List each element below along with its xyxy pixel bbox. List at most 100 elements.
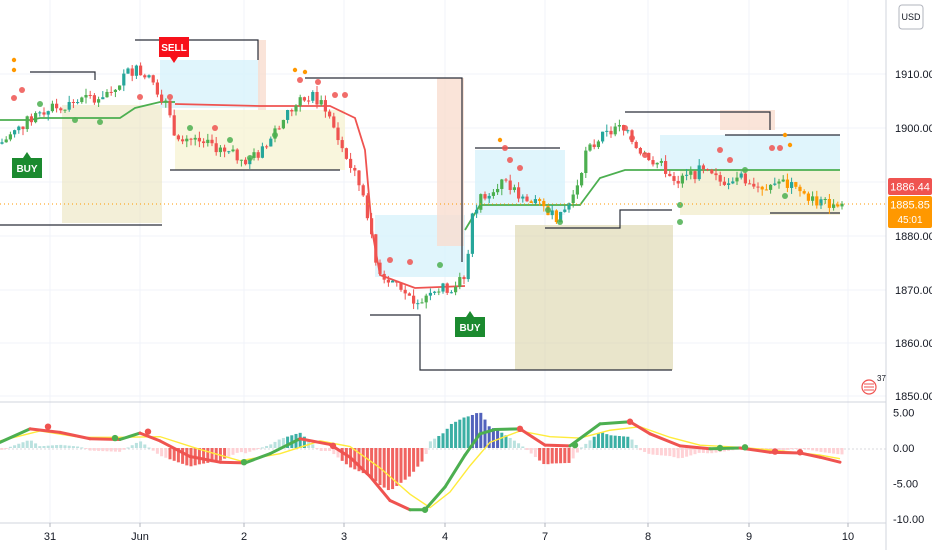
histogram-bar — [21, 442, 25, 448]
price-tick: 1860.00 — [895, 338, 932, 350]
histogram-bar — [332, 448, 336, 455]
oscillator-histogram — [0, 412, 844, 491]
oscillator-fast-segment — [218, 460, 247, 465]
candle-body — [76, 102, 80, 104]
candle-body — [294, 105, 298, 112]
candle-body — [756, 186, 760, 188]
histogram-bar — [458, 419, 462, 448]
histogram-bar — [25, 440, 29, 448]
candle-body — [790, 182, 794, 188]
candle-body — [403, 289, 407, 294]
oscillator-tick: 0.00 — [893, 443, 914, 455]
oscillator-fast-segment — [648, 432, 682, 448]
signal-dot — [297, 77, 303, 83]
candle-body — [760, 186, 764, 190]
candle-body — [42, 112, 46, 115]
candle-body — [134, 65, 138, 76]
histogram-bar — [571, 448, 575, 459]
histogram-bar — [311, 444, 315, 448]
candle-body — [743, 173, 747, 184]
candle-body — [651, 160, 655, 165]
histogram-bar — [697, 448, 701, 453]
histogram-bar — [235, 448, 239, 453]
oscillator-cross-dot — [240, 459, 248, 466]
oscillator-fast-segment — [158, 439, 192, 459]
candle-body — [802, 191, 806, 194]
candle-body — [265, 146, 269, 148]
candle-body — [781, 179, 785, 182]
histogram-bar — [231, 448, 235, 455]
candle-body — [659, 161, 663, 163]
histogram-bar — [798, 448, 802, 449]
histogram-bar — [563, 448, 567, 464]
histogram-bar — [378, 448, 382, 486]
price-tick: 1910.00 — [895, 69, 932, 81]
us-flag-icon[interactable]: 37 — [861, 374, 886, 395]
candle-body — [370, 218, 374, 235]
signal-dot — [502, 145, 508, 151]
histogram-bar — [512, 440, 516, 448]
histogram-bar — [445, 428, 449, 448]
signal-dot — [769, 145, 775, 151]
signal-label: SELL — [161, 43, 187, 54]
oscillator-cross-dot — [741, 444, 749, 451]
histogram-bar — [399, 448, 403, 483]
candle-body — [626, 130, 630, 132]
time-tick: 7 — [542, 531, 548, 543]
candle-body — [567, 203, 571, 210]
oscillator-fast-segment — [518, 427, 547, 447]
oscillator-fast-segment — [818, 455, 842, 464]
signal-dot — [332, 92, 338, 98]
candle-body — [227, 151, 231, 153]
signal-dot — [642, 152, 648, 158]
candle-body — [735, 177, 739, 182]
candle-body — [487, 195, 491, 199]
histogram-bar — [428, 441, 432, 448]
histogram-bar — [84, 448, 88, 450]
trend-redline — [174, 103, 466, 289]
candle-body — [269, 138, 273, 147]
candle-body — [449, 292, 453, 294]
histogram-bar — [479, 412, 483, 448]
candle-body — [433, 291, 437, 293]
range-line-2 — [30, 71, 96, 80]
candle-body — [508, 180, 512, 190]
oscillator-fast-segment — [478, 428, 497, 436]
oscillator-fast-segment — [188, 455, 222, 464]
zone-beige-1 — [62, 105, 162, 223]
histogram-bar — [71, 446, 75, 448]
candle-body — [525, 196, 529, 202]
histogram-bar — [118, 448, 122, 452]
histogram-bar — [328, 448, 332, 451]
currency-button[interactable]: USD — [898, 4, 924, 30]
signal-dot — [545, 207, 551, 213]
signal-dot — [507, 157, 513, 163]
candle-body — [777, 181, 781, 184]
candle-body — [172, 115, 176, 136]
candle-body — [210, 139, 214, 144]
candle-body — [437, 291, 441, 293]
range-lines — [0, 39, 840, 371]
histogram-bar — [92, 448, 96, 451]
histogram-bar — [714, 448, 718, 453]
histogram-bar — [802, 448, 806, 449]
time-tick: 2 — [241, 531, 247, 543]
candle-body — [580, 173, 584, 186]
signal-dot-small — [11, 57, 17, 63]
histogram-bar — [601, 432, 605, 448]
price-tick: 1850.00 — [895, 391, 932, 403]
candle-body — [466, 253, 470, 280]
candle-body — [475, 209, 479, 214]
oscillator-cross-dot — [516, 425, 524, 433]
histogram-bar — [634, 444, 638, 448]
candle-body — [727, 183, 731, 185]
histogram-bar — [67, 445, 71, 448]
histogram-bar — [542, 448, 546, 465]
oscillator-cross-dot — [144, 428, 152, 435]
candle-body — [281, 119, 285, 129]
histogram-bar — [365, 448, 369, 475]
candle-body — [517, 187, 521, 199]
oscillator-fast-segment — [443, 453, 467, 489]
histogram-bar — [50, 445, 54, 448]
